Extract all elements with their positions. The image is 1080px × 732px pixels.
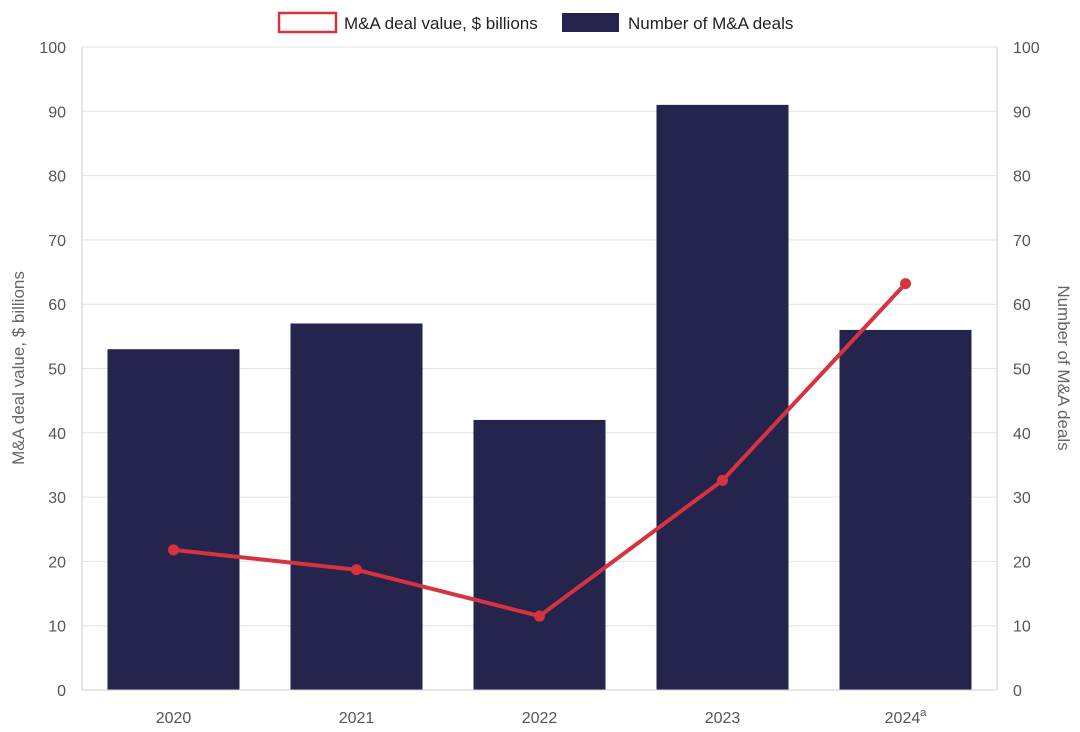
deal-value-point	[900, 278, 911, 290]
bar	[290, 323, 423, 690]
legend-label-deal-value: M&A deal value, $ billions	[344, 14, 538, 33]
deal-value-point	[351, 564, 362, 576]
bar	[473, 419, 606, 690]
left-tick-label: 10	[48, 619, 66, 636]
x-tick-label: 2020	[156, 710, 192, 727]
legend-swatch-deal-value	[277, 11, 338, 34]
left-tick-label: 40	[48, 426, 66, 443]
left-tick-label: 20	[48, 554, 66, 571]
right-tick-label: 90	[1013, 104, 1031, 121]
footnote-mark: a	[920, 707, 927, 719]
bar	[656, 104, 789, 691]
left-tick-label: 60	[48, 297, 66, 314]
legend-swatch-deal-count	[562, 13, 619, 32]
bar	[839, 329, 972, 690]
right-tick-label: 80	[1013, 169, 1031, 186]
left-tick-label: 30	[48, 490, 66, 507]
right-tick-label: 0	[1013, 683, 1022, 700]
x-tick-label: 2024a	[885, 707, 928, 727]
left-tick-label: 100	[39, 40, 66, 57]
right-tick-label: 20	[1013, 554, 1031, 571]
bar	[107, 349, 240, 690]
left-tick-label: 50	[48, 362, 66, 379]
left-tick-label: 90	[48, 104, 66, 121]
legend-label-deal-count: Number of M&A deals	[628, 14, 793, 33]
line-series	[168, 278, 911, 622]
right-tick-label: 40	[1013, 426, 1031, 443]
x-tick-label: 2021	[339, 710, 375, 727]
right-tick-label: 70	[1013, 233, 1031, 250]
right-tick-label: 10	[1013, 619, 1031, 636]
right-axis-title: Number of M&A deals	[1054, 285, 1073, 450]
deal-value-point	[717, 474, 728, 486]
deal-value-point	[168, 544, 179, 556]
left-tick-label: 0	[57, 683, 66, 700]
bar-series	[107, 104, 972, 691]
left-tick-label: 80	[48, 169, 66, 186]
right-tick-label: 60	[1013, 297, 1031, 314]
deal-value-point	[534, 610, 545, 622]
left-axis-title: M&A deal value, $ billions	[9, 271, 28, 465]
x-tick-label: 2023	[705, 710, 741, 727]
x-tick-label: 2022	[522, 710, 558, 727]
right-tick-label: 100	[1013, 40, 1040, 57]
right-tick-label: 30	[1013, 490, 1031, 507]
right-tick-label: 50	[1013, 362, 1031, 379]
left-tick-label: 70	[48, 233, 66, 250]
legend: M&A deal value, $ billions Number of M&A…	[277, 11, 793, 34]
